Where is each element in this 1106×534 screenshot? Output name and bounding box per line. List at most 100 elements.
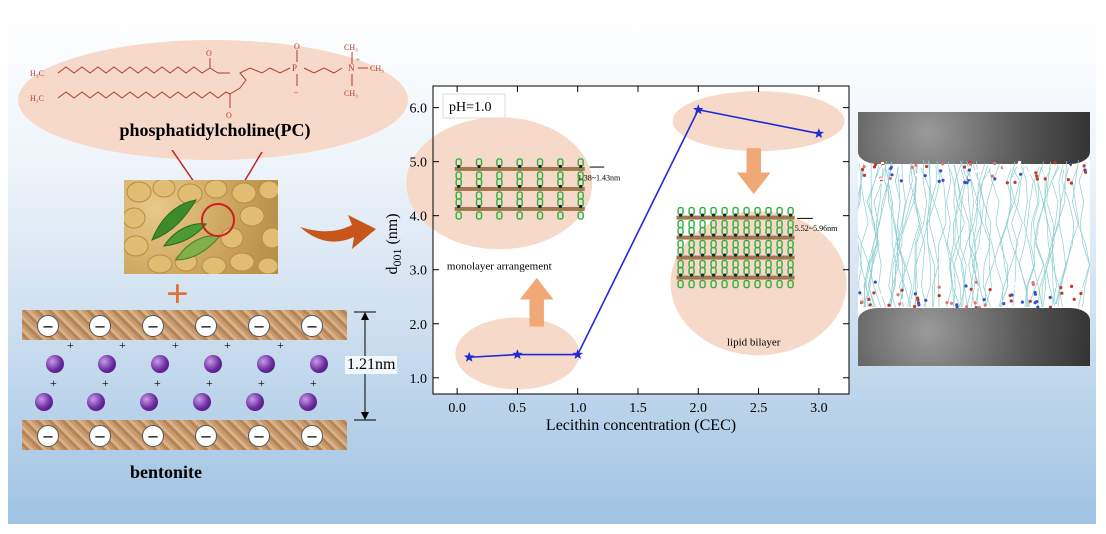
lipid-chain [914, 160, 941, 308]
pc-ch3-down: CH₃ [344, 89, 358, 98]
cation [257, 355, 275, 373]
lipid-chain [1078, 162, 1090, 308]
lipid-tail [776, 279, 783, 289]
data-point [512, 349, 523, 359]
atom [862, 173, 867, 177]
atom [988, 288, 992, 292]
atom [1067, 294, 1071, 298]
atom [1067, 164, 1071, 168]
atom [874, 162, 878, 166]
atom [964, 284, 968, 288]
lipid-head [733, 233, 738, 237]
atom [950, 301, 954, 305]
cation [98, 355, 116, 373]
lipid-head [733, 273, 738, 277]
atom [987, 164, 991, 168]
positive-charge: + [224, 338, 231, 352]
atom [1033, 292, 1037, 296]
atom [899, 179, 903, 183]
atom [945, 301, 949, 305]
atom [1079, 286, 1084, 290]
lipid-chain [928, 165, 940, 308]
atom [868, 303, 872, 307]
lipid-head [744, 213, 749, 217]
lipid-head [777, 273, 782, 277]
atom [1028, 299, 1032, 303]
cation [310, 355, 328, 373]
clay-layer-bottom [22, 420, 347, 450]
cation [87, 393, 105, 411]
pc-n: N [348, 63, 355, 73]
positive-charge: + [102, 376, 109, 390]
lipid-head [457, 164, 461, 169]
atom [1043, 177, 1047, 181]
lipid-head [755, 273, 760, 277]
atom [1069, 181, 1073, 185]
lipid-head [457, 184, 461, 189]
atom [860, 287, 864, 291]
lipid-head [558, 184, 562, 189]
lipid-head [722, 273, 727, 277]
lipid-head [777, 233, 782, 237]
atom [872, 291, 876, 295]
lipid-head [755, 213, 760, 217]
lipid-head [766, 273, 771, 277]
lipid-head [711, 253, 716, 257]
positive-charge: + [154, 376, 161, 390]
lipid-chain [1054, 164, 1066, 308]
arrow-up [519, 277, 554, 327]
lipid-tail [743, 279, 750, 289]
lipid-head [788, 233, 793, 237]
x-tick-label: 2.0 [690, 401, 708, 416]
lipid-head [700, 233, 705, 237]
clay-sheet [454, 186, 585, 191]
lipid-chain [888, 166, 901, 308]
atom [1070, 284, 1074, 288]
lipid-head [518, 204, 522, 209]
y-tick-label: 6.0 [410, 102, 428, 117]
atom [867, 297, 871, 301]
d001-chart: 1.0 2.0 3.0 4.0 5.0 6.0 0.0 0.5 1.0 1.5 2.0 2.5 3.0 L… [384, 85, 850, 434]
lipid-chain [966, 164, 979, 308]
lipid-head [733, 213, 738, 217]
lipid-chain [1045, 160, 1068, 308]
atom [912, 304, 917, 309]
lipid-chain [1024, 168, 1052, 308]
x-tick-label: 1.5 [629, 401, 647, 416]
atom [1072, 281, 1076, 285]
lipid-chain [1005, 169, 1030, 308]
atom [916, 298, 920, 302]
lipid-chain [984, 168, 1013, 308]
atom [860, 167, 865, 172]
atom [1079, 291, 1083, 296]
cation [46, 355, 64, 373]
negative-charge: – [142, 425, 164, 447]
clay-sheet [676, 275, 795, 280]
lipid-head [744, 233, 749, 237]
atom [1013, 287, 1018, 291]
bilayer-schematic [676, 206, 795, 289]
x-axis-label: Lecithin concentration (CEC) [546, 417, 736, 434]
lipid-head [755, 233, 760, 237]
lipid-head [678, 213, 683, 217]
lipid-chain [858, 165, 866, 267]
plus-sign: + [166, 271, 189, 316]
atom [873, 280, 877, 284]
soybean-image [124, 180, 278, 274]
lipid-head [777, 253, 782, 257]
clay-layer-top [22, 310, 347, 340]
lipid-chain [954, 164, 986, 308]
atom [968, 162, 972, 166]
atom [1012, 282, 1016, 286]
atom [860, 300, 864, 304]
y-axis-label: d001 (nm) [384, 213, 404, 274]
monolayer-range-label: 1.38~1.43nm [578, 174, 621, 183]
lipid-head [477, 184, 481, 189]
atom [941, 178, 945, 182]
lipid-chain [890, 162, 917, 308]
pc-ch3-top: H₃C [30, 69, 44, 78]
arrow-down [736, 148, 771, 195]
atom [1059, 286, 1063, 290]
cation [35, 393, 53, 411]
atom [881, 164, 885, 169]
